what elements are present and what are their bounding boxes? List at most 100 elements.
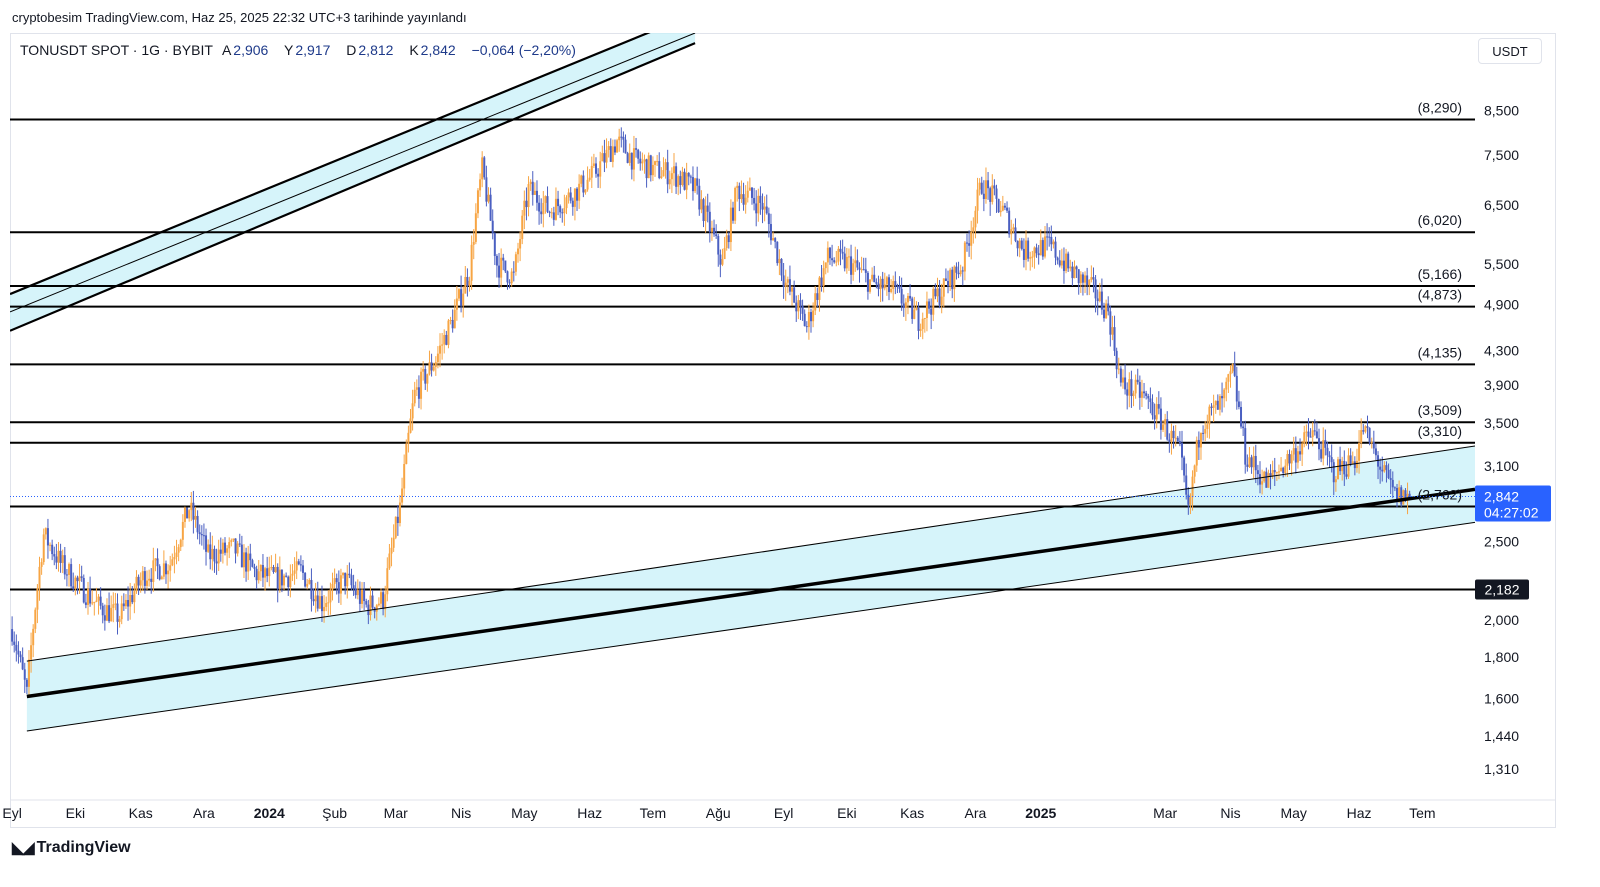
candle-body [732,207,735,221]
candle-body [1197,439,1200,448]
candle-body [11,629,14,642]
candle-body [904,302,907,308]
candle-body [234,538,237,554]
x-tick-label: Eyl [2,805,21,821]
candle-body [169,565,172,571]
candle-body [133,591,136,603]
candle-body [346,573,349,587]
candle-body [219,549,222,554]
candle-body [616,140,619,153]
candle-body [112,604,115,608]
candle-body [1383,465,1386,472]
candle-body [1054,241,1057,258]
candle-body [1103,309,1106,319]
candle-body [582,175,585,193]
x-tick-label: Mar [384,805,408,821]
candle-body [99,596,102,606]
candle-body [1208,406,1211,425]
candle-body [814,293,817,311]
candle-body [283,575,286,586]
candle-body [1193,465,1196,477]
candle-body [658,161,661,178]
candle-body [854,260,857,264]
x-tick-label: May [1280,805,1306,821]
candle-body [224,542,227,553]
candle-body [860,269,863,271]
candle-body [202,535,205,537]
candle-body [1027,240,1030,259]
candle-body [514,254,517,272]
candle-body [158,566,161,580]
candle-body [432,366,435,371]
candle-body [392,537,395,548]
candle-body [44,528,47,535]
currency-button[interactable]: USDT [1478,38,1542,64]
candle-body [13,641,16,645]
candle-body [1174,437,1177,439]
y-tick-label: 1,440 [1484,728,1519,744]
candle-body [989,188,992,202]
candle-body [1140,391,1143,398]
candle-body [295,561,298,571]
candle-body [1229,371,1232,375]
candle-body [672,166,675,174]
candle-body [888,277,890,293]
candle-body [913,309,916,319]
candle-body [57,550,60,563]
candle-body [959,270,962,275]
candle-body [1155,404,1158,420]
candle-body [567,192,570,198]
candle-body [1311,430,1314,438]
candle-body [734,187,737,221]
candle-body [101,605,104,616]
candle-body [78,576,81,582]
symbol-name[interactable]: TONUSDT SPOT · 1G · BYBIT [20,42,213,58]
y-tick-label: 1,600 [1484,691,1519,707]
level-tag-bg-8 [1475,579,1529,600]
candle-body [32,628,35,646]
candle-body [183,507,186,522]
candle-body [120,603,123,620]
candle-body [1065,253,1068,271]
candle-body [65,574,68,576]
candle-body [850,256,853,275]
candle-body [544,196,547,203]
candle-body [839,248,842,252]
candle-body [1324,440,1327,448]
candle-body [1404,490,1407,501]
candle-body [316,595,319,609]
candle-body [944,278,947,282]
candle-body [801,306,804,314]
candle-body [774,238,777,242]
candle-body [247,553,250,572]
candle-body [740,194,743,200]
candle-body [1332,462,1335,483]
candle-body [1096,298,1099,302]
candle-body [784,282,787,287]
candle-body [599,161,602,177]
candle-body [361,589,364,604]
high-value: 2,917 [295,42,331,58]
candle-body [700,199,703,210]
candle-body [753,197,756,204]
candle-body [350,575,353,586]
candle-body [1166,419,1169,440]
candle-body [508,282,511,284]
candle-body [588,177,591,180]
candle-body [1355,460,1358,469]
candle-body [1092,277,1095,280]
candle-body [1119,368,1122,383]
candle-body [963,242,966,272]
candle-body [173,557,176,560]
candle-body [493,233,496,256]
candle-body [923,317,926,319]
candle-body [552,212,555,220]
candle-body [554,198,557,220]
open-label: A [221,42,232,58]
chart-frame [10,33,1556,828]
candle-body [765,206,768,214]
y-tick-label: 2,000 [1484,612,1519,628]
candle-body [810,312,813,322]
candle-body [51,544,54,555]
